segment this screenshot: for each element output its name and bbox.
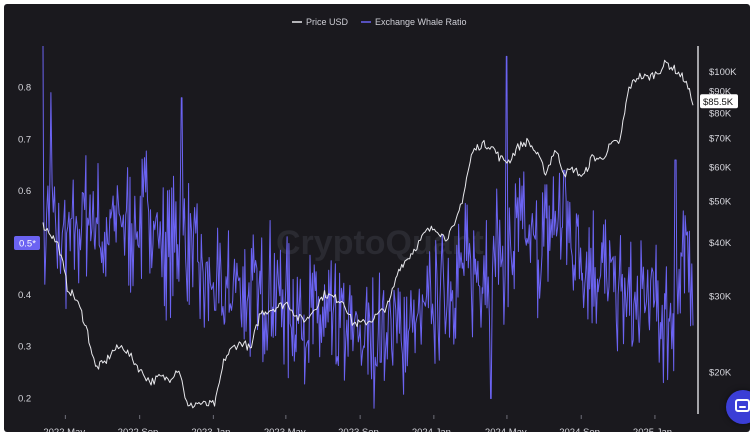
x-axis-tick-label: 2024 May: [485, 427, 527, 432]
series-line-price-usd: [42, 59, 694, 409]
left-axis-tick-label: 0.3: [18, 342, 31, 353]
series-line-exchange-whale-ratio: [42, 45, 694, 409]
x-axis-tick-label: 2022 Sep: [118, 427, 159, 432]
current-ratio-label: 0.5*: [19, 239, 36, 250]
x-axis-tick-label: 2024 Jan: [412, 427, 451, 432]
x-axis-tick-label: 2023 May: [264, 427, 306, 432]
right-axis-tick-label: $70K: [709, 134, 732, 145]
legend-price-label: Price USD: [306, 17, 349, 27]
left-axis-tick-label: 0.2: [18, 393, 31, 404]
x-axis-tick-label: 2022 May: [43, 427, 85, 432]
right-axis-tick-label: $20K: [709, 367, 732, 378]
legend[interactable]: Price USD Exchange Whale Ratio: [292, 17, 467, 27]
chat-support-button[interactable]: [726, 390, 750, 424]
current-price-badge: $85.5K: [700, 94, 738, 109]
right-axis-tick-label: $50K: [709, 196, 732, 207]
left-axis-tick-label: 0.4: [18, 290, 31, 301]
left-axis-tick-label: 0.6: [18, 186, 31, 197]
right-axis-tick-label: $30K: [709, 292, 732, 303]
x-axis: 2022 May 2022 Sep 2023 Jan 2023 May 2023 Sep…: [43, 415, 672, 432]
right-axis-tick-label: $80K: [709, 109, 732, 120]
right-axis-tick-label: $90K: [709, 87, 732, 98]
watermark: CryptoQuant: [276, 224, 484, 262]
right-axis-tick-label: $100K: [709, 67, 737, 78]
right-axis-tick-label: $60K: [709, 162, 732, 173]
x-axis-tick-label: 2025 Jan: [633, 427, 672, 432]
legend-ratio-label: Exchange Whale Ratio: [375, 17, 467, 27]
right-axis: $20K $30K $40K $50K $60K $70K $80K $90K $100K: [709, 67, 737, 378]
chart-frame: Price USD Exchange Whale Ratio CryptoQua…: [4, 4, 750, 432]
chart: Price USD Exchange Whale Ratio CryptoQua…: [14, 17, 738, 432]
current-ratio-badge: 0.5*: [14, 236, 40, 250]
x-axis-tick-label: 2024 Sep: [559, 427, 600, 432]
x-axis-tick-label: 2023 Sep: [338, 427, 379, 432]
right-axis-tick-label: $40K: [709, 238, 732, 249]
current-price-label: $85.5K: [703, 97, 734, 108]
left-axis-tick-label: 0.7: [18, 134, 31, 145]
left-axis-tick-label: 0.8: [18, 82, 31, 93]
x-axis-tick-label: 2023 Jan: [191, 427, 230, 432]
chat-icon: [735, 399, 750, 412]
